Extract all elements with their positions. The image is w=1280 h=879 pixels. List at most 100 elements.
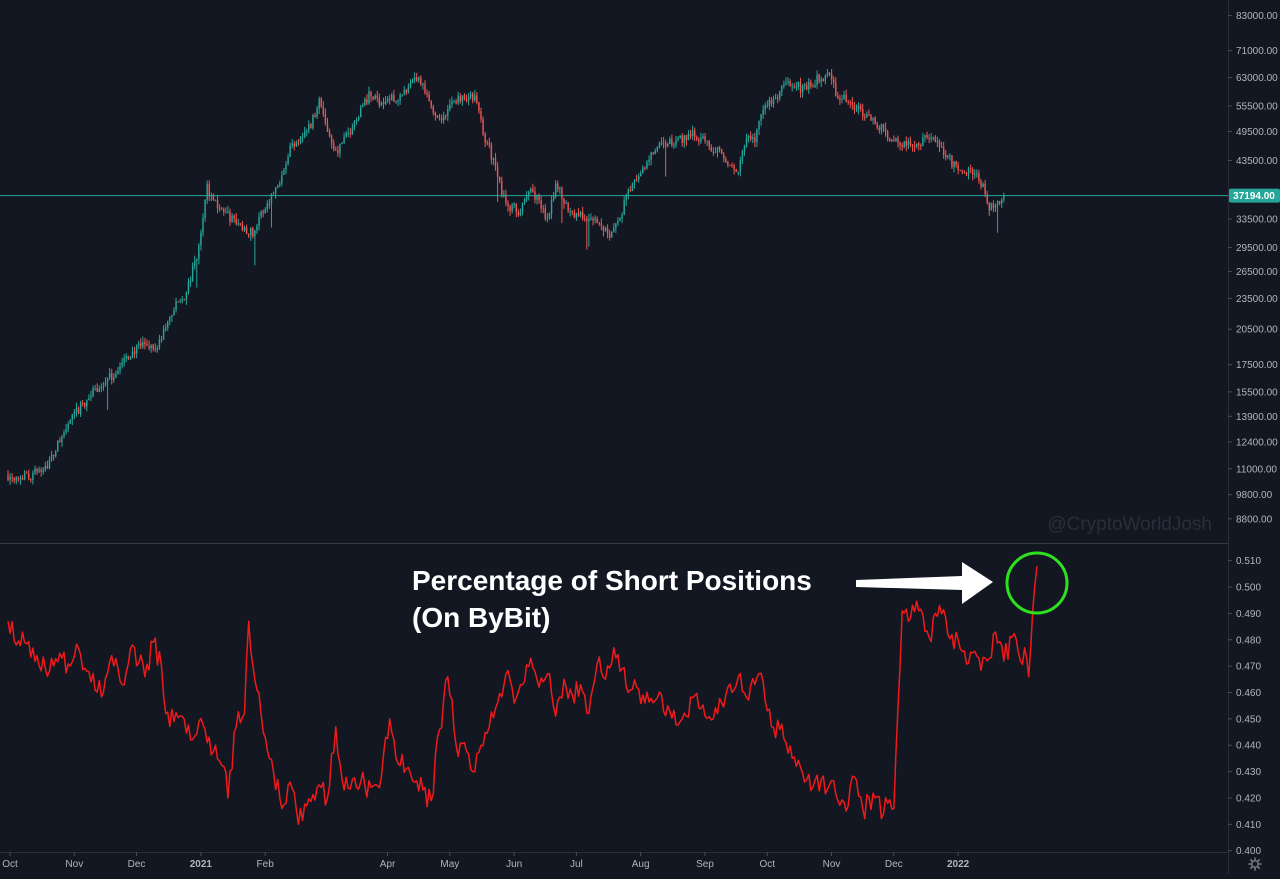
candle-body <box>125 356 127 359</box>
candle-body <box>436 115 439 118</box>
candle-body <box>318 98 320 109</box>
time-axis-tick-label: Sep <box>696 859 714 870</box>
candle-body <box>90 396 92 399</box>
candle-body <box>308 124 310 131</box>
candle-body <box>320 98 322 107</box>
candle-body <box>150 344 152 349</box>
short-positions-line <box>7 565 1038 826</box>
indicator-axis-tick-label: 0.460 <box>1236 688 1261 699</box>
candle-body <box>237 223 240 225</box>
candle-body <box>79 402 82 414</box>
candle-body <box>959 169 961 171</box>
candle-body <box>656 146 659 151</box>
candle-body <box>729 165 731 167</box>
candle-body <box>866 114 868 117</box>
price-axis-tick-label: 12400.00 <box>1236 437 1278 448</box>
candle-body <box>810 81 812 87</box>
candle-body <box>117 370 119 374</box>
candle-body <box>849 102 852 104</box>
candle-body <box>75 407 78 413</box>
candle-body <box>293 143 296 147</box>
candle-body <box>77 407 80 414</box>
time-axis-tick-label: Oct <box>2 859 18 870</box>
candle-body <box>478 102 480 112</box>
candle-body <box>335 149 337 151</box>
candle-body <box>256 225 258 231</box>
candle-body <box>52 454 55 457</box>
candle-body <box>779 91 781 99</box>
indicator-pane[interactable] <box>7 565 1038 826</box>
candle-body <box>440 118 443 121</box>
candle-body <box>998 201 1001 204</box>
price-pane[interactable]: @CryptoWorldJosh <box>0 68 1228 535</box>
candle-body <box>872 117 874 121</box>
candle-body <box>789 81 791 87</box>
candle-body <box>94 388 96 390</box>
candle-body <box>428 94 430 102</box>
candle-body <box>291 143 293 146</box>
candle-body <box>430 101 432 107</box>
candle-body <box>496 166 499 177</box>
indicator-axis[interactable]: 0.510 0.500 0.490 0.480 0.470 0.460 0.450 0.440… <box>1228 556 1261 857</box>
candle-body <box>602 225 605 231</box>
candle-body <box>476 95 478 103</box>
candle-body <box>19 478 22 480</box>
candle-body <box>689 133 692 137</box>
last-price-tag-bg <box>1229 188 1280 203</box>
candle-body <box>1001 199 1003 204</box>
candle-body <box>793 86 795 88</box>
candle-body <box>666 144 669 147</box>
candle-body <box>272 193 275 195</box>
time-axis-tick-label: Dec <box>885 859 903 870</box>
candle-body <box>888 138 891 142</box>
candle-body <box>374 95 376 100</box>
candle-body <box>362 105 364 108</box>
candle-body <box>988 203 991 211</box>
candle-body <box>46 465 49 469</box>
candlestick-series <box>7 68 1005 486</box>
candle-body <box>801 86 804 93</box>
candle-body <box>61 436 63 443</box>
price-axis[interactable]: 83000.00 71000.00 63000.00 55500.00 49500.00… <box>1228 11 1278 525</box>
candle-body <box>951 155 953 168</box>
candle-body <box>523 199 526 204</box>
candle-body <box>370 91 372 97</box>
candle-body <box>679 135 681 139</box>
candle-body <box>239 223 242 225</box>
candle-body <box>949 155 951 157</box>
candle-body <box>538 195 540 200</box>
candle-body <box>924 135 926 138</box>
price-axis-tick-label: 15500.00 <box>1236 387 1278 398</box>
watermark-text: @CryptoWorldJosh <box>1047 514 1212 535</box>
candle-body <box>644 167 646 169</box>
candle-body <box>345 133 347 138</box>
highlight-circle <box>1005 551 1069 615</box>
candle-body <box>235 218 237 225</box>
candle-body <box>1003 195 1005 200</box>
candle-body <box>882 124 885 128</box>
candle-body <box>625 194 627 201</box>
candle-body <box>393 94 395 102</box>
candle-body <box>50 454 53 460</box>
candle-body <box>803 84 806 87</box>
gear-icon[interactable] <box>1248 857 1262 871</box>
candle-body <box>9 477 11 480</box>
candle-body <box>492 158 495 160</box>
candle-body <box>303 131 306 137</box>
candle-body <box>397 100 399 102</box>
candle-body <box>561 188 563 199</box>
candle-body <box>581 212 584 219</box>
candle-body <box>735 169 737 172</box>
time-axis[interactable]: Oct Nov Dec 2021 Feb Apr May Jun Jul Aug Sep Oct Nov… <box>2 852 970 870</box>
candle-body <box>359 107 362 118</box>
candle-body <box>623 200 625 215</box>
candle-body <box>853 104 856 110</box>
candle-body <box>106 377 109 383</box>
candle-body <box>386 98 389 101</box>
candle-body <box>824 75 827 81</box>
candle-body <box>413 77 416 81</box>
annotation-group: Percentage of Short Positions (On ByBit) <box>412 551 1069 633</box>
candle-body <box>915 143 918 147</box>
